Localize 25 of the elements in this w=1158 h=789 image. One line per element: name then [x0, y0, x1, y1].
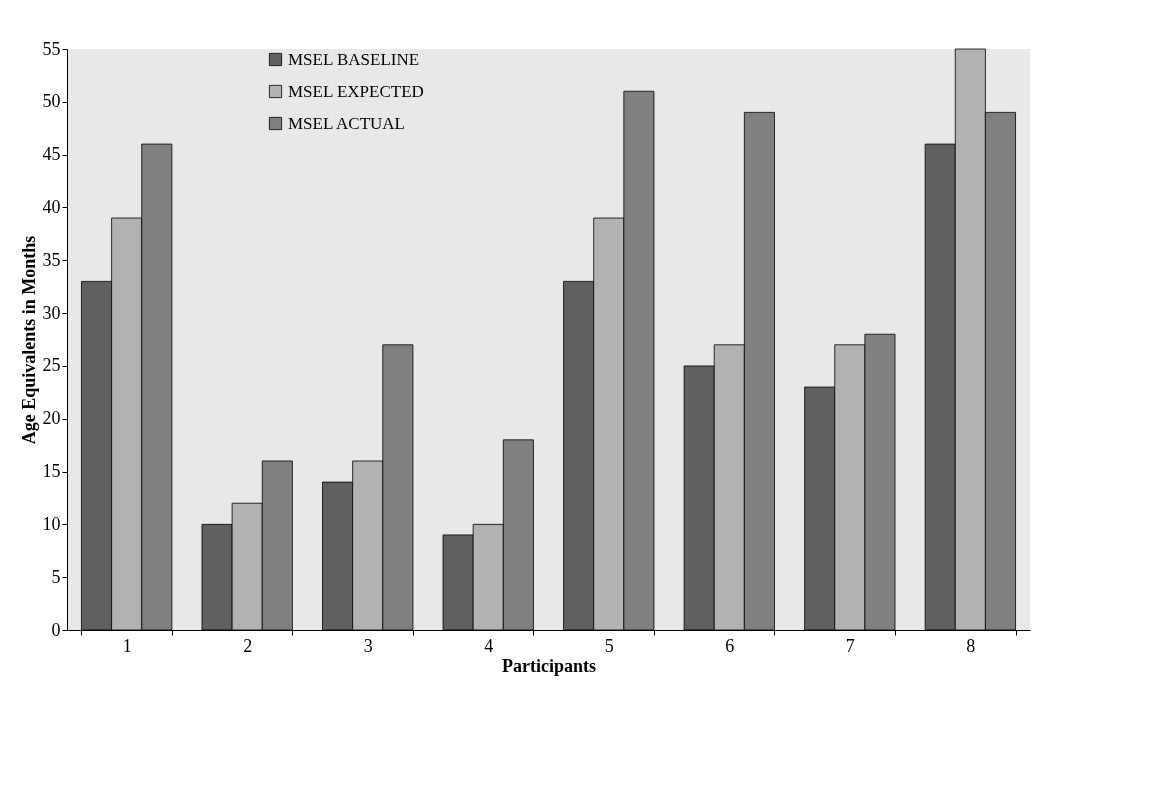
y-tick-label: 15 — [42, 461, 61, 482]
x-tick-label: 2 — [243, 635, 253, 656]
y-tick-label: 25 — [42, 355, 61, 376]
x-tick-label: 3 — [363, 635, 373, 656]
x-axis-title: Participants — [502, 655, 596, 676]
legend-label: MSEL ACTUAL — [288, 113, 405, 133]
y-axis-title: Age Equivalents in Months — [18, 235, 39, 445]
y-tick-label: 0 — [51, 619, 61, 640]
x-tick-label: 6 — [725, 635, 735, 656]
x-tick-label: 4 — [484, 635, 494, 656]
y-tick-label: 10 — [42, 513, 61, 534]
y-tick-label: 20 — [42, 408, 61, 429]
legend-label: MSEL EXPECTED — [288, 81, 424, 101]
x-tick-label: 7 — [845, 635, 855, 656]
x-tick-label: 5 — [604, 635, 614, 656]
y-tick-label: 5 — [51, 566, 61, 587]
y-tick-label: 30 — [42, 302, 61, 323]
y-tick-label: 55 — [42, 38, 61, 59]
legend-label: MSEL BASELINE — [288, 49, 420, 69]
y-tick-label: 40 — [42, 196, 61, 217]
x-tick-label: 8 — [966, 635, 976, 656]
y-tick-label: 45 — [42, 144, 61, 165]
y-tick-label: 35 — [42, 249, 61, 270]
y-tick-label: 50 — [42, 91, 61, 112]
x-tick-label: 1 — [122, 635, 132, 656]
